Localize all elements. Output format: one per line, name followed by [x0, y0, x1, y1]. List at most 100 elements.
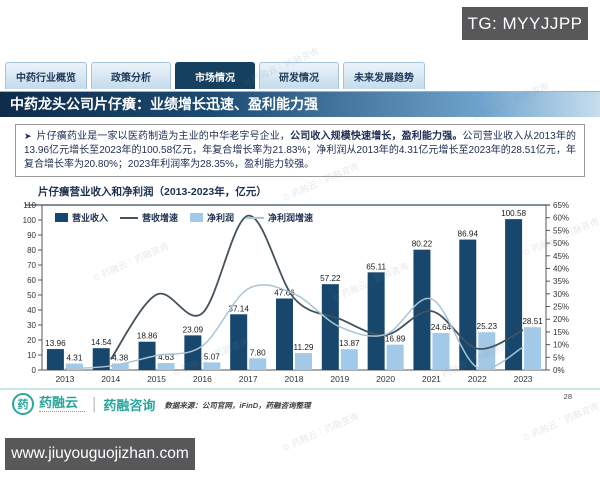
bar-value-label: 14.54 — [91, 338, 112, 347]
x-axis-label: 2016 — [193, 374, 212, 384]
bar-净利润-2023 — [524, 327, 542, 370]
brand-block: 药融云 — [39, 396, 85, 412]
legend-square-swatch — [55, 213, 68, 222]
bar-净利润-2014 — [111, 363, 129, 370]
slide-title: 中药龙头公司片仔癀：业绩增长迅速、盈利能力强 — [0, 91, 600, 117]
legend-item-营收增速: 营收增速 — [120, 211, 178, 224]
legend-item-净利润增速: 净利润增速 — [246, 211, 313, 224]
x-axis-label: 2014 — [101, 374, 120, 384]
bar-value-label: 24.64 — [431, 323, 452, 332]
tab-industry-overview[interactable]: 中药行业概览 — [5, 62, 87, 89]
line-营收增速 — [109, 214, 524, 360]
bar-value-label: 23.09 — [183, 325, 204, 334]
brand-subtext-decoration — [39, 409, 85, 412]
brand-name-primary: 药融云 — [39, 395, 79, 410]
bar-净利润-2018 — [295, 353, 312, 370]
bar-净利润-2022 — [478, 332, 496, 370]
x-axis-label: 2022 — [468, 374, 487, 384]
bar-value-label: 11.29 — [294, 343, 314, 352]
slide-watermark: © 药融云｜药融咨询 — [521, 400, 600, 444]
website-watermark-bar: www.jiuyouguojizhan.com — [5, 438, 195, 470]
legend-item-净利润: 净利润 — [190, 211, 234, 224]
legend-square-swatch — [190, 213, 204, 222]
bar-value-label: 5.07 — [204, 352, 220, 361]
telegram-badge: TG: MYYJJPP — [462, 7, 588, 40]
bar-营业收入-2014 — [92, 348, 110, 370]
summary-text-rest: 公司营业收入从2013年的13.96亿元增长至2023年的100.58亿元，年复… — [24, 131, 577, 171]
brand-logo-icon: 药 — [12, 393, 34, 415]
left-axis-tick-label: 20 — [27, 336, 36, 345]
left-axis-tick-label: 10 — [27, 351, 36, 360]
left-axis-tick-label: 40 — [27, 306, 36, 315]
bar-value-label: 80.22 — [412, 240, 433, 249]
bar-value-label: 13.96 — [45, 339, 66, 348]
x-axis-label: 2018 — [285, 374, 304, 384]
legend-label: 净利润增速 — [268, 213, 314, 223]
right-axis-tick-label: 5% — [553, 353, 565, 362]
bar-value-label: 25.23 — [477, 322, 498, 331]
right-axis-tick-label: 30% — [553, 290, 569, 299]
right-axis-tick-label: 25% — [553, 303, 569, 312]
bar-营业收入-2019 — [321, 284, 339, 370]
summary-text-bold: 公司收入规模快速增长，盈利能力强。 — [290, 131, 463, 142]
right-axis-tick-label: 40% — [553, 264, 569, 273]
summary-text-intro: 片仔癀药业是一家以医药制造为主业的中华老字号企业， — [36, 131, 291, 142]
bar-value-label: 18.86 — [137, 332, 158, 341]
bar-value-label: 7.80 — [250, 348, 266, 357]
bullet-arrow-icon: ➤ — [24, 131, 32, 141]
right-axis-tick-label: 0% — [553, 366, 565, 375]
data-source-note: 数据来源：公司官网，iFinD，药融咨询整理 — [164, 401, 311, 410]
combo-chart: 0 10 20 30 40 50 60 70 80 90 100 110 0% 5% 10% 15% 20% 25… — [15, 198, 590, 388]
legend-label: 营收增速 — [142, 213, 179, 223]
page-number: 28 — [563, 392, 572, 401]
nav-tabs: 中药行业概览 政策分析 市场情况 研发情况 未来发展趋势 — [5, 62, 425, 89]
legend-line-swatch — [246, 216, 265, 219]
right-axis-tick-label: 50% — [553, 239, 569, 248]
left-axis-tick-label: 0 — [32, 366, 37, 375]
x-axis-label: 2017 — [239, 374, 258, 384]
line-净利润增速 — [64, 284, 524, 370]
left-axis-tick-label: 90 — [27, 231, 36, 240]
footer-divider — [0, 388, 600, 390]
bar-营业收入-2023 — [505, 219, 523, 370]
right-axis-tick-label: 65% — [553, 201, 569, 210]
bar-value-label: 57.22 — [320, 274, 341, 283]
bar-净利润-2013 — [65, 363, 83, 370]
x-axis-label: 2023 — [514, 374, 533, 384]
bar-value-label: 47.66 — [274, 289, 295, 298]
tab-market-situation[interactable]: 市场情况 — [175, 62, 255, 89]
bar-营业收入-2017 — [230, 314, 248, 370]
summary-box: ➤ 片仔癀药业是一家以医药制造为主业的中华老字号企业，公司收入规模快速增长，盈利… — [15, 124, 585, 177]
right-axis-tick-label: 55% — [553, 226, 569, 235]
bar-净利润-2021 — [432, 333, 450, 370]
legend-label: 营业收入 — [72, 213, 109, 223]
x-axis-label: 2013 — [55, 374, 74, 384]
right-axis-tick-label: 45% — [553, 252, 569, 261]
bar-营业收入-2018 — [276, 298, 293, 370]
left-axis-tick-label: 70 — [27, 261, 36, 270]
bar-value-label: 100.58 — [501, 209, 526, 218]
left-axis-tick-label: 80 — [27, 246, 36, 255]
x-axis-label: 2021 — [422, 374, 441, 384]
bar-value-label: 13.87 — [339, 339, 360, 348]
legend-item-营业收入: 营业收入 — [55, 211, 108, 224]
tab-rd-situation[interactable]: 研发情况 — [259, 62, 339, 89]
x-axis-label: 2019 — [330, 374, 349, 384]
bar-净利润-2020 — [386, 344, 404, 370]
right-axis-tick-label: 10% — [553, 341, 569, 350]
bar-value-label: 65.11 — [366, 262, 386, 271]
tab-future-trends[interactable]: 未来发展趋势 — [343, 62, 425, 89]
right-axis-tick-label: 20% — [553, 315, 569, 324]
tab-policy-analysis[interactable]: 政策分析 — [91, 62, 171, 89]
x-axis-label: 2020 — [376, 374, 395, 384]
chart-legend: 营业收入 营收增速 净利润 净利润增速 — [55, 211, 313, 224]
brand-separator: | — [92, 394, 97, 413]
bar-营业收入-2022 — [459, 239, 477, 370]
bar-营业收入-2021 — [413, 249, 431, 370]
bar-value-label: 4.63 — [158, 353, 174, 362]
bar-净利润-2019 — [340, 349, 358, 370]
left-axis-tick-label: 110 — [23, 201, 36, 210]
brand-name-secondary: 药融咨询 — [103, 397, 156, 413]
x-axis-label: 2015 — [147, 374, 166, 384]
left-axis-tick-label: 50 — [27, 291, 36, 300]
